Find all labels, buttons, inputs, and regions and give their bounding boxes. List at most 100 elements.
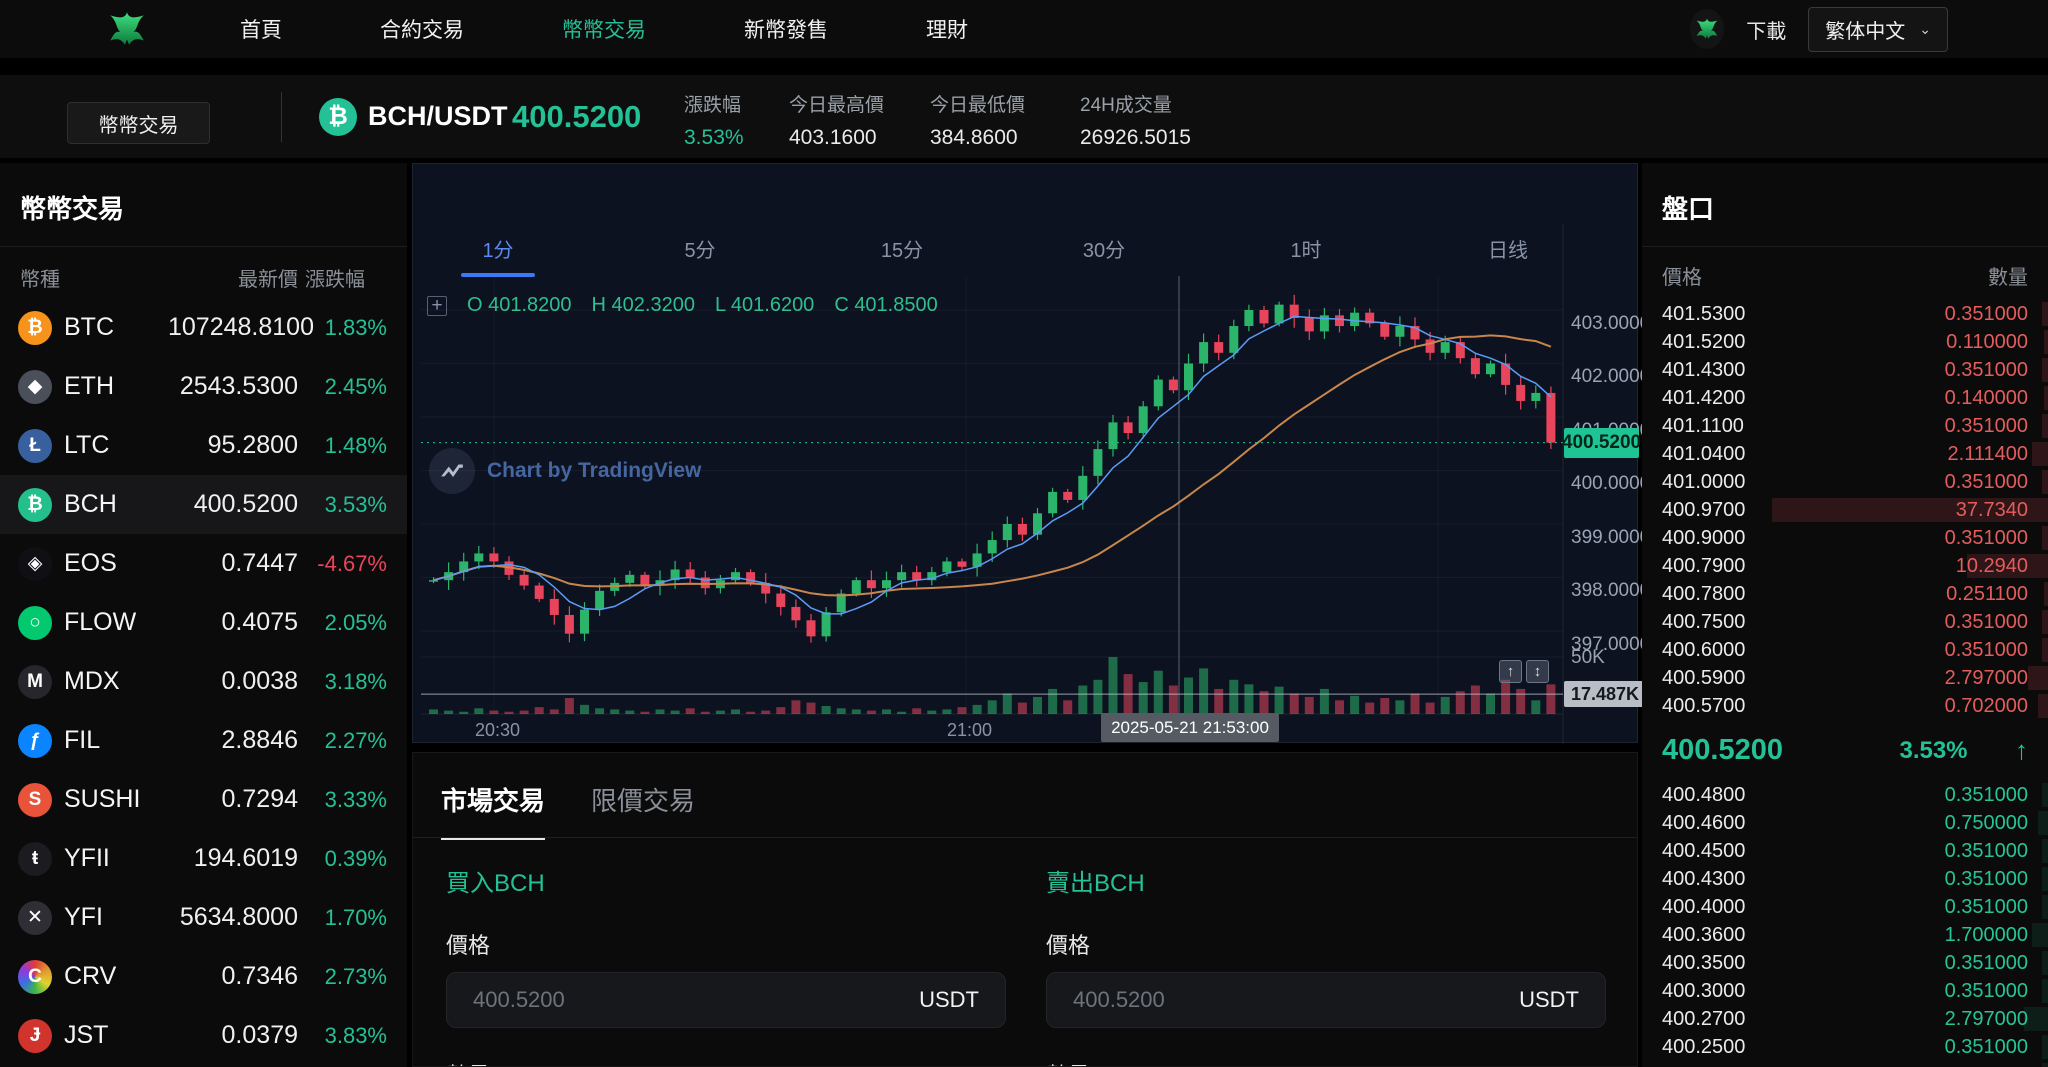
coin-icon: ✕ — [18, 900, 52, 935]
orderbook-bids: 400.4800 0.351000 400.4600 0.750000 400.… — [1642, 781, 2048, 1067]
trade-tab[interactable]: 限價交易 — [591, 786, 696, 816]
bid-row[interactable]: 400.3500 0.351000 — [1642, 949, 2048, 977]
timeframe-tab[interactable]: 15分 — [880, 240, 924, 262]
nav-item-finance[interactable]: 理財 — [926, 19, 968, 42]
orderbook-last-price-row[interactable]: 400.5200 3.53% ↑ — [1642, 720, 2048, 781]
coin-row[interactable]: ƒ FIL 2.8846 2.27% — [0, 711, 407, 770]
coin-row[interactable]: M MDX 0.0038 3.18% — [0, 652, 407, 711]
scale-up-button[interactable]: ↑ — [1499, 660, 1522, 683]
ask-row[interactable]: 400.7800 0.251100 — [1642, 580, 2048, 608]
ask-row[interactable]: 400.5900 2.797000 — [1642, 664, 2048, 692]
bid-row[interactable]: 400.2000 0.351000 — [1642, 1061, 2048, 1067]
nav-item-contract-trade[interactable]: 合約交易 — [380, 19, 464, 42]
ask-price: 401.1100 — [1662, 414, 1744, 437]
coin-row[interactable]: S SUSHI 0.7294 3.33% — [0, 770, 407, 829]
price-axis-label: 398.0000 — [1571, 580, 1651, 602]
candlestick-chart[interactable] — [413, 164, 1639, 744]
ask-row[interactable]: 400.6000 0.351000 — [1642, 636, 2048, 664]
coin-last-price: 5634.8000 — [179, 903, 298, 931]
ask-row[interactable]: 401.1100 0.351000 — [1642, 412, 2048, 440]
coin-change-percent: 2.05% — [324, 609, 387, 635]
coin-last-price: 2543.5300 — [179, 372, 298, 400]
market-list: ₿ BTC 107248.8100 1.83% ◆ ETH 2543.5300 … — [0, 298, 407, 1067]
bid-price: 400.3600 — [1662, 923, 1746, 946]
timeframe-tab[interactable]: 1分 — [443, 234, 553, 277]
bid-price: 400.4000 — [1662, 895, 1746, 918]
price-axis-label: 402.0000 — [1571, 366, 1651, 388]
ask-row[interactable]: 401.0000 0.351000 — [1642, 468, 2048, 496]
pair-last-price: 400.5200 — [512, 99, 642, 134]
coin-icon: ◈ — [18, 546, 52, 581]
coin-symbol: BCH — [64, 490, 117, 518]
language-selector[interactable]: 繁体中文 ⌄ — [1808, 6, 1948, 52]
crosshair-time-tooltip: 2025-05-21 21:53:00 — [1101, 713, 1279, 742]
ask-row[interactable]: 400.5700 0.702000 — [1642, 692, 2048, 720]
buy-price-input[interactable] — [473, 987, 904, 1013]
bid-row[interactable]: 400.4600 0.750000 — [1642, 809, 2048, 837]
kline-chart-panel: 1分 5分 15分 30分 1时 日线 + O 401.8200 H 402.3200 L… — [412, 163, 1651, 744]
coin-last-price: 0.7447 — [221, 549, 298, 577]
bid-row[interactable]: 400.2700 2.797000 — [1642, 1005, 2048, 1033]
nav-item-spot-trade[interactable]: 幣幣交易 — [562, 19, 646, 42]
ask-quantity: 0.351000 — [1944, 638, 2028, 661]
nav-item-home[interactable]: 首頁 — [240, 19, 282, 42]
coin-row[interactable]: ◈ EOS 0.7447 -4.67% — [0, 534, 407, 593]
ask-row[interactable]: 400.9000 0.351000 — [1642, 524, 2048, 552]
coin-change-percent: 3.18% — [324, 668, 387, 694]
ask-price: 401.4300 — [1662, 358, 1746, 381]
sell-price-unit: USDT — [1519, 987, 1579, 1012]
ask-row[interactable]: 400.7900 10.2940 — [1642, 552, 2048, 580]
chevron-down-icon: ⌄ — [1919, 20, 1931, 37]
coin-row[interactable]: ₿ BCH 400.5200 3.53% — [0, 475, 407, 534]
bid-row[interactable]: 400.4300 0.351000 — [1642, 865, 2048, 893]
ask-row[interactable]: 401.5300 0.351000 — [1642, 300, 2048, 328]
bid-row[interactable]: 400.4000 0.351000 — [1642, 893, 2048, 921]
buy-price-label: 價格 — [446, 933, 491, 958]
ask-row[interactable]: 401.5200 0.110000 — [1642, 328, 2048, 356]
bid-row[interactable]: 400.2500 0.351000 — [1642, 1033, 2048, 1061]
plus-square-icon[interactable]: + — [427, 295, 447, 316]
ask-price: 400.9700 — [1662, 498, 1746, 521]
ask-row[interactable]: 400.9700 37.7340 — [1642, 496, 2048, 524]
ask-row[interactable]: 401.4200 0.140000 — [1642, 384, 2048, 412]
timeframe-tab[interactable]: 1时 — [1290, 240, 1322, 262]
bid-row[interactable]: 400.4500 0.351000 — [1642, 837, 2048, 865]
coin-row[interactable]: ○ FLOW 0.4075 2.05% — [0, 593, 407, 652]
ask-row[interactable]: 401.4300 0.351000 — [1642, 356, 2048, 384]
coin-row[interactable]: ◆ ETH 2543.5300 2.45% — [0, 357, 407, 416]
timeframe-tabs: 1分 5分 15分 30分 1时 日线 — [443, 234, 1563, 277]
trade-tab[interactable]: 市場交易 — [441, 781, 546, 840]
download-link[interactable]: 下載 — [1746, 20, 1787, 43]
coin-icon: ○ — [18, 605, 52, 640]
bid-quantity: 2.797000 — [1944, 1007, 2028, 1030]
ask-price: 400.5700 — [1662, 694, 1746, 717]
pair-switch-button[interactable]: 幣幣交易 — [67, 102, 210, 144]
bid-row[interactable]: 400.4800 0.351000 — [1642, 781, 2048, 809]
coin-row[interactable]: Ɉ JST 0.0379 3.83% — [0, 1006, 407, 1065]
brand-phoenix-logo[interactable] — [106, 8, 148, 50]
ask-quantity: 0.351000 — [1944, 526, 2028, 549]
nav-item-new-coin[interactable]: 新幣發售 — [744, 19, 828, 42]
time-axis-label: 21:00 — [947, 720, 993, 740]
last-price: 400.5200 — [1662, 734, 1783, 766]
timeframe-tab[interactable]: 5分 — [684, 240, 716, 262]
ask-price: 400.5900 — [1662, 666, 1746, 689]
timeframe-tab[interactable]: 30分 — [1082, 240, 1126, 262]
time-axis-label: 20:30 — [475, 720, 521, 740]
bid-row[interactable]: 400.3600 1.700000 — [1642, 921, 2048, 949]
ask-row[interactable]: 401.0400 2.111400 — [1642, 440, 2048, 468]
scale-fit-button[interactable]: ↕ — [1526, 660, 1549, 683]
coin-last-price: 95.2800 — [207, 431, 298, 459]
coin-row[interactable]: C CRV 0.7346 2.73% — [0, 947, 407, 1006]
coin-row[interactable]: ₿ BTC 107248.8100 1.83% — [0, 298, 407, 357]
pair-ticker-bar: 幣幣交易 ₿ BCH/USDT 400.5200 漲跌幅 3.53% 今日最高價… — [0, 75, 2048, 158]
coin-row[interactable]: ŧ YFII 194.6019 0.39% — [0, 829, 407, 888]
ask-row[interactable]: 400.7500 0.351000 — [1642, 608, 2048, 636]
bid-row[interactable]: 400.3000 0.351000 — [1642, 977, 2048, 1005]
bid-quantity: 0.351000 — [1944, 1035, 2028, 1058]
timeframe-tab[interactable]: 日线 — [1488, 240, 1528, 262]
coin-row[interactable]: Ł LTC 95.2800 1.48% — [0, 416, 407, 475]
sell-price-input[interactable] — [1073, 987, 1504, 1013]
bid-quantity: 0.351000 — [1944, 951, 2028, 974]
coin-row[interactable]: ✕ YFI 5634.8000 1.70% — [0, 888, 407, 947]
